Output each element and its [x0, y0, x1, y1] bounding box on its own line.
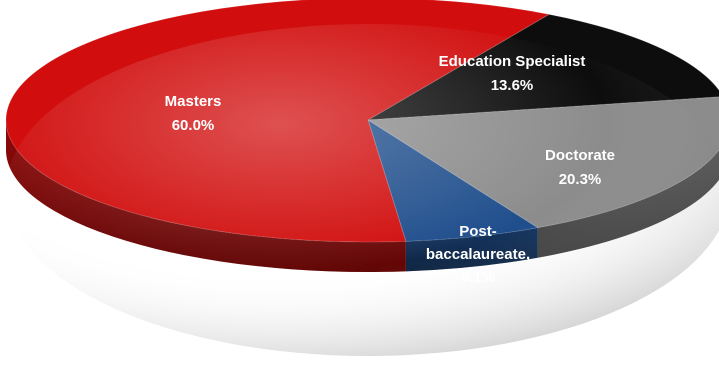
- pie-tops: [5, 0, 719, 243]
- label-doctorate-name: Doctorate: [545, 147, 615, 164]
- label-masters-name: Masters: [165, 93, 222, 110]
- label-doctorate-value: 20.3%: [559, 171, 602, 188]
- label-masters-value: 60.0%: [172, 117, 215, 134]
- label-post-baccalaureate-value: 6.1%: [461, 269, 495, 286]
- label-post-baccalaureate-line2: baccalaureate,: [426, 246, 530, 263]
- label-post-baccalaureate-line1: Post-: [459, 223, 497, 240]
- label-education-specialist-value: 13.6%: [491, 77, 534, 94]
- label-education-specialist-name: Education Specialist: [439, 53, 586, 70]
